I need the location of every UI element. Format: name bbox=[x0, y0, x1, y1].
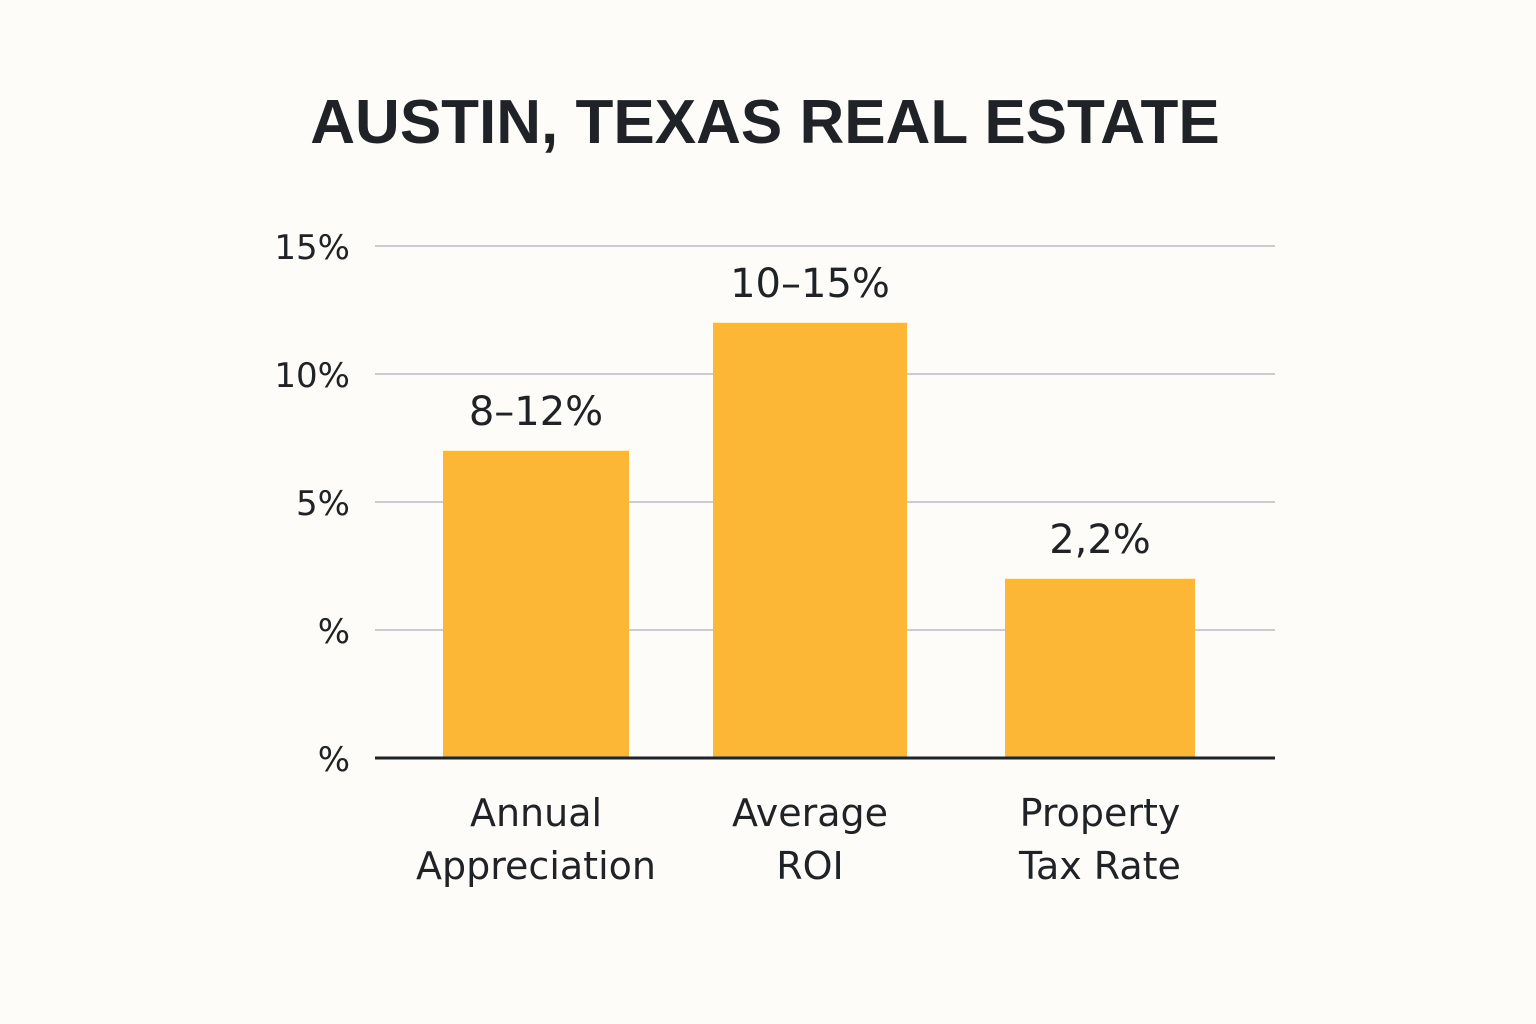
bar-value-label: 10–15% bbox=[730, 261, 890, 307]
category-label: Average bbox=[732, 791, 888, 835]
bar bbox=[443, 450, 629, 758]
y-axis-ticks: %% 5% 10% 15% bbox=[274, 228, 350, 780]
bar bbox=[1005, 578, 1195, 758]
category-labels: Annual Appreciation Average ROI Property Tax … bbox=[416, 791, 1181, 888]
data-labels: 8–12% 10–15% 2,2% bbox=[469, 261, 1151, 563]
y-tick-label: 10% bbox=[274, 356, 350, 396]
category-label: Appreciation bbox=[416, 844, 656, 888]
category-label: Property bbox=[1020, 791, 1181, 835]
bar bbox=[713, 322, 907, 758]
chart-title: AUSTIN, TEXAS REAL ESTATE bbox=[310, 88, 1219, 157]
bars bbox=[443, 322, 1195, 758]
bar-value-label: 2,2% bbox=[1049, 517, 1151, 563]
bar-value-label: 8–12% bbox=[469, 389, 603, 435]
category-label: ROI bbox=[776, 844, 844, 888]
y-tick-label: % bbox=[318, 612, 350, 652]
category-label: Annual bbox=[470, 791, 602, 835]
category-label: Tax Rate bbox=[1018, 844, 1181, 888]
y-tick-label: 5% bbox=[296, 484, 350, 524]
y-tick-label: 15% bbox=[274, 228, 350, 268]
y-tick-label: % bbox=[318, 740, 350, 780]
